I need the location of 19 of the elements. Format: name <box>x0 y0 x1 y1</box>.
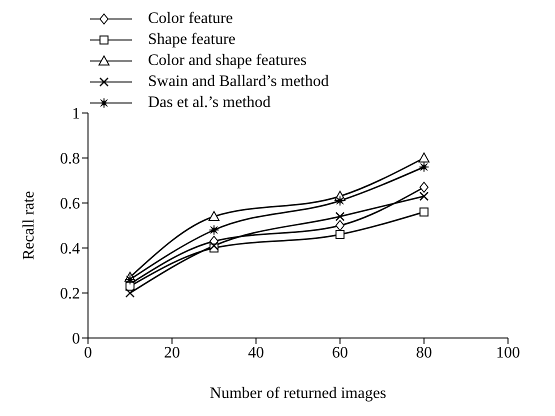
y-axis-title: Recall rate <box>20 191 38 260</box>
x-tick-label: 0 <box>84 344 92 362</box>
y-tick-label: 0.4 <box>60 240 80 258</box>
x-tick-label: 20 <box>164 344 180 362</box>
x-axis-title: Number of returned images <box>210 385 386 402</box>
x-tick-label: 80 <box>416 344 432 362</box>
y-tick-label: 0.2 <box>60 286 80 303</box>
x-tick-label: 100 <box>496 344 520 362</box>
x-tick-label: 40 <box>248 344 264 362</box>
legend-label: Shape feature <box>148 30 236 48</box>
y-tick-label: 0 <box>72 330 80 348</box>
x-tick-label: 60 <box>332 344 348 362</box>
y-tick-label: 0.8 <box>60 150 80 168</box>
y-tick-label: 1 <box>72 106 80 123</box>
legend-label: Color and shape features <box>148 52 307 70</box>
legend-label: Das et al.’s method <box>148 94 271 112</box>
legend-label: Swain and Ballard’s method <box>148 72 329 90</box>
y-tick-label: 0.6 <box>60 196 80 213</box>
legend-label: Color feature <box>148 10 233 28</box>
